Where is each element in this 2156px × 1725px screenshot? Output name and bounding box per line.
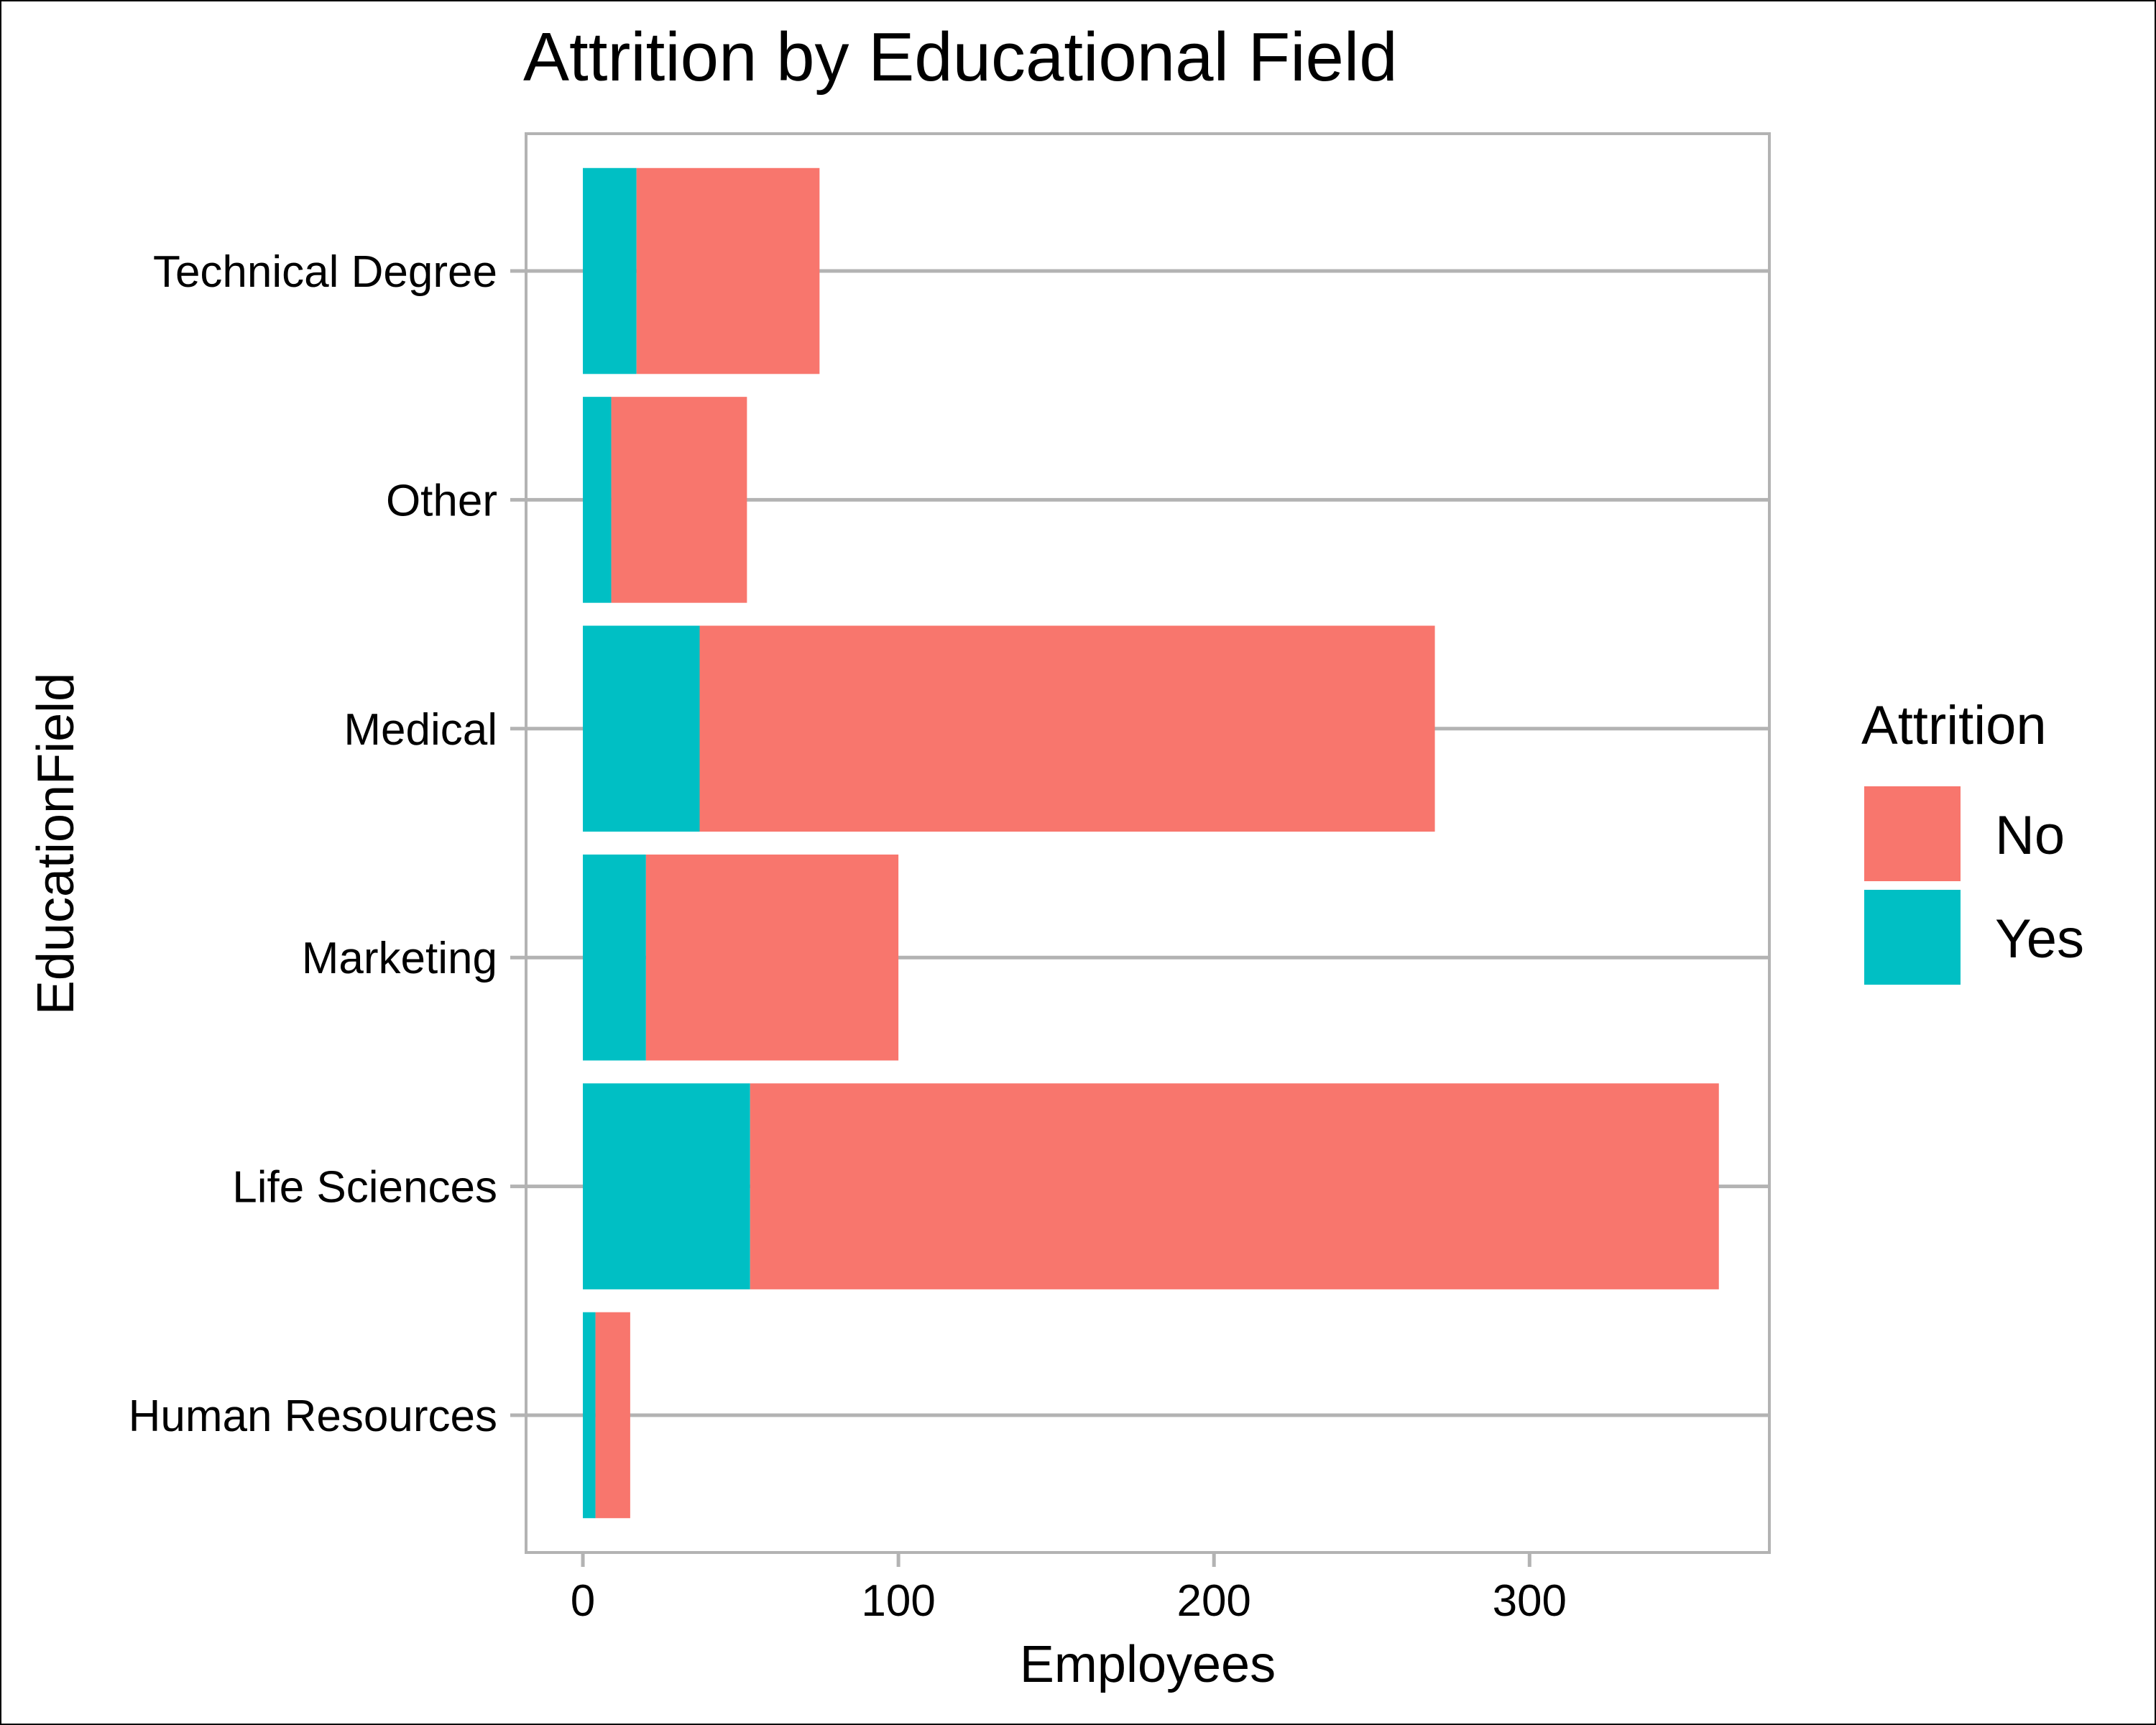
x-tick-label-200: 200 (1176, 1576, 1250, 1626)
x-tick-label-0: 0 (571, 1576, 595, 1626)
x-tick-label-300: 300 (1493, 1576, 1567, 1626)
bar-human-resources-yes (583, 1312, 596, 1519)
bar-medical-yes (583, 625, 700, 832)
y-tick-label-marketing: Marketing (302, 934, 497, 983)
bar-marketing-no (645, 854, 899, 1061)
y-tick-label-life-sciences: Life Sciences (232, 1163, 497, 1213)
x-tick-label-100: 100 (861, 1576, 935, 1626)
bar-medical-no (699, 625, 1435, 832)
legend-label-yes: Yes (1995, 908, 2084, 970)
legend-item-yes: Yes (1864, 890, 2084, 985)
y-axis: Human Resources Life Sciences Marketing Med… (129, 247, 526, 1441)
y-tick-label-technical-degree: Technical Degree (153, 247, 497, 297)
bars-group (583, 167, 1719, 1519)
bar-technical-degree-no (636, 167, 820, 374)
bar-life-sciences-no (750, 1083, 1719, 1289)
bar-human-resources-no (595, 1312, 630, 1519)
x-axis-title: Employees (1020, 1636, 1276, 1693)
bar-technical-degree-yes (583, 167, 637, 374)
legend-swatch-yes (1864, 890, 1961, 985)
bar-life-sciences-yes (583, 1083, 750, 1289)
bar-marketing-yes (583, 854, 646, 1061)
y-axis-title: EducationField (27, 673, 85, 1015)
x-axis: 0 100 200 300 (571, 1552, 1567, 1626)
y-tick-label-medical: Medical (344, 705, 497, 755)
y-tick-label-human-resources: Human Resources (129, 1392, 497, 1441)
legend-swatch-no (1864, 786, 1961, 881)
legend: Attrition No Yes (1861, 695, 2084, 985)
bar-other-yes (583, 397, 612, 603)
legend-title: Attrition (1861, 695, 2047, 756)
legend-item-no: No (1864, 786, 2065, 881)
chart-title: Attrition by Educational Field (523, 19, 1398, 96)
y-tick-label-other: Other (386, 476, 497, 525)
panel-border (525, 132, 1771, 1554)
legend-label-no: No (1995, 805, 2065, 866)
bar-other-no (611, 397, 747, 603)
